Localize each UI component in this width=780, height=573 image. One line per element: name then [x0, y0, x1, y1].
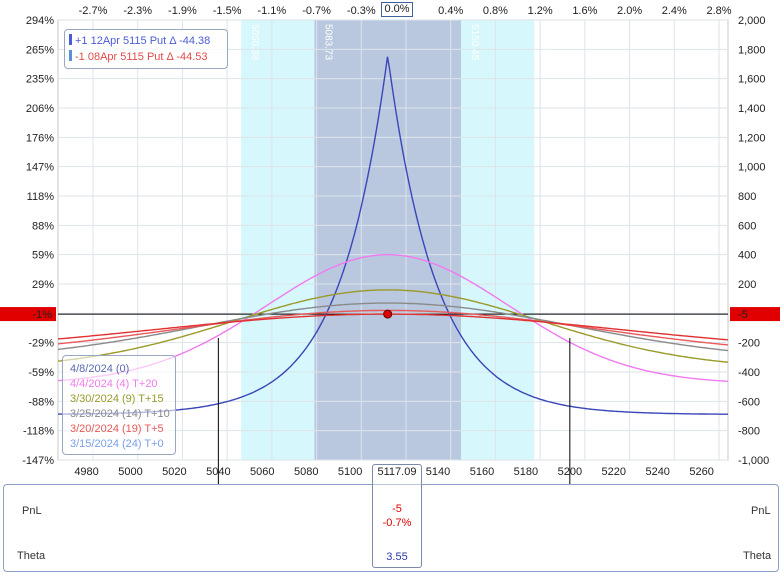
bottom-axis-tick: 5220	[602, 466, 626, 478]
date-item[interactable]: 3/30/2024 (9) T+15	[70, 393, 164, 405]
right-axis-tick: 1,400	[738, 103, 766, 115]
sd-band-label: 5050.38	[249, 24, 260, 61]
right-axis-tick: -600	[738, 396, 760, 408]
pnl-label-right: PnL	[751, 505, 771, 517]
greeks-panel: PnL PnL Theta Theta	[3, 484, 779, 572]
bottom-axis-tick: 5060	[250, 466, 274, 478]
price-cursor[interactable]: 5117.09 -5 -0.7% 3.55	[372, 464, 422, 568]
legend-text-2: -1 08Apr 5115 Put Δ -44.53	[75, 51, 208, 63]
top-axis-tick: 1.6%	[572, 5, 597, 17]
sd-band-label: 5150.45	[469, 24, 480, 61]
left-axis-tick: 265%	[26, 44, 54, 56]
legend-row-2: -1 08Apr 5115 Put Δ -44.53	[69, 50, 208, 63]
legend-row-1: +1 12Apr 5115 Put Δ -44.38	[69, 34, 210, 47]
left-axis-tick: -147%	[22, 455, 54, 467]
cursor-pnl-value: -5	[392, 503, 402, 515]
left-axis-tick: 118%	[27, 191, 55, 203]
right-axis-tick: -400	[738, 367, 760, 379]
top-axis-tick: -1.1%	[257, 5, 286, 17]
bottom-axis-tick: 5180	[514, 466, 538, 478]
bottom-axis-tick: 5000	[118, 466, 142, 478]
right-axis-tick: 1,000	[738, 162, 766, 174]
date-item[interactable]: 4/8/2024 (0)	[70, 363, 130, 375]
top-axis-tick: -2.3%	[123, 5, 152, 17]
left-axis-tick: 206%	[26, 103, 54, 115]
sd-band-label: 5183.80	[542, 24, 553, 61]
left-axis-tick: -29%	[28, 338, 54, 350]
bottom-axis-tick: 5160	[470, 466, 494, 478]
right-axis-tick: -200	[738, 338, 760, 350]
right-axis-tick: -800	[738, 426, 760, 438]
pnl-curve-2	[57, 289, 729, 363]
top-axis-tick: -0.3%	[347, 5, 376, 17]
current-pct-label: -1%	[32, 309, 52, 321]
current-pct-top: 0.0%	[381, 2, 413, 17]
legend-text-1: +1 12Apr 5115 Put Δ -44.38	[75, 35, 211, 47]
cursor-theta-value: 3.55	[386, 551, 408, 563]
left-axis-tick: -88%	[28, 396, 54, 408]
cursor-price-label: 5117.09	[377, 466, 417, 478]
top-axis-tick: 0.4%	[438, 5, 463, 17]
right-axis-tick: 600	[738, 220, 756, 232]
top-axis-tick: 1.2%	[528, 5, 553, 17]
bottom-axis-tick: 5020	[162, 466, 186, 478]
right-axis-tick: 400	[738, 250, 756, 262]
current-pnl-label: -5	[738, 309, 748, 321]
legend-color-icon	[69, 50, 72, 61]
pnl-curve-5	[57, 313, 729, 341]
legend-color-icon	[69, 34, 72, 45]
left-axis-tick: -59%	[28, 367, 54, 379]
bottom-axis-tick: 5140	[426, 466, 450, 478]
theta-label-right: Theta	[743, 550, 772, 562]
bottom-axis-tick: 5100	[338, 466, 362, 478]
current-point	[383, 309, 393, 319]
left-axis-tick: 294%	[26, 15, 54, 27]
top-axis-tick: -1.9%	[168, 5, 197, 17]
right-axis-tick: 2,000	[738, 15, 766, 27]
left-axis-tick: -118%	[23, 426, 54, 438]
left-axis-tick: 29%	[32, 279, 54, 291]
top-axis-tick: -0.7%	[302, 5, 331, 17]
position-legend: +1 12Apr 5115 Put Δ -44.38 -1 08Apr 5115…	[64, 29, 228, 69]
left-axis-tick: 235%	[26, 74, 54, 86]
left-axis-tick: 147%	[26, 162, 54, 174]
left-axis-tick: 88%	[32, 220, 54, 232]
right-axis-tick: 1,600	[738, 74, 766, 86]
current-pct-marker	[0, 307, 56, 322]
top-axis-tick: -1.5%	[213, 5, 242, 17]
sd-band-label: 5083.73	[322, 24, 333, 61]
pnl-curve-3	[57, 302, 729, 352]
top-axis-tick: 2.0%	[617, 5, 642, 17]
date-item[interactable]: 3/20/2024 (19) T+5	[70, 423, 164, 435]
left-axis-tick: 176%	[26, 132, 54, 144]
dates-legend[interactable]: 4/8/2024 (0) 4/4/2024 (4) T+20 3/30/2024…	[62, 355, 176, 455]
top-axis-tick: 2.4%	[662, 5, 687, 17]
bottom-axis-tick: 4980	[74, 466, 98, 478]
cursor-pnl-pct: -0.7%	[382, 517, 412, 529]
current-pnl-marker	[730, 307, 780, 322]
top-axis-tick: -2.7%	[79, 5, 108, 17]
right-axis-tick: 200	[738, 279, 756, 291]
pnl-curve-4	[57, 309, 729, 346]
theta-label-left: Theta	[17, 550, 46, 562]
date-item[interactable]: 3/25/2024 (14) T+10	[70, 408, 170, 420]
bottom-axis-tick: 5260	[689, 466, 713, 478]
left-axis-tick: 59%	[32, 250, 54, 262]
right-axis-tick: -1,000	[738, 455, 769, 467]
bottom-axis-tick: 5240	[645, 466, 669, 478]
top-axis-tick: 2.8%	[706, 5, 731, 17]
inner-sd-band	[314, 20, 461, 460]
date-item[interactable]: 3/15/2024 (24) T+0	[70, 438, 164, 450]
pnl-label-left: PnL	[22, 505, 42, 517]
right-axis-tick: 1,200	[738, 132, 766, 144]
date-item[interactable]: 4/4/2024 (4) T+20	[70, 378, 158, 390]
right-axis-tick: 1,800	[738, 44, 766, 56]
top-axis-tick: 0.8%	[483, 5, 508, 17]
right-axis-tick: 800	[738, 191, 756, 203]
bottom-axis-tick: 5080	[294, 466, 318, 478]
